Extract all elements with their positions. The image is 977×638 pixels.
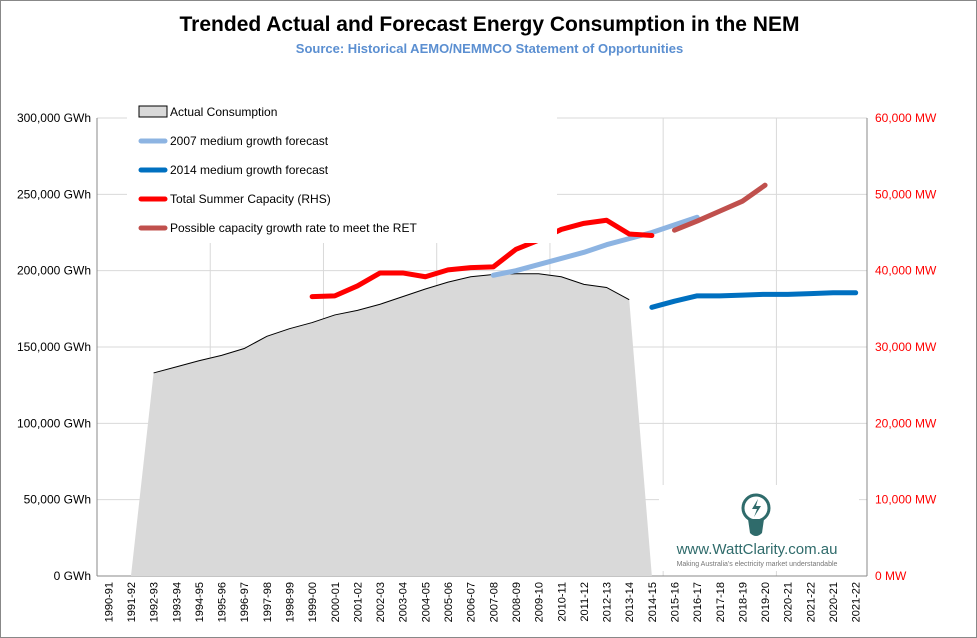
y-right-tick-label: 10,000 MW [875,493,937,507]
legend-label: Actual Consumption [170,105,277,119]
x-tick-label: 2005-06 [443,582,455,622]
y-right-tick-label: 20,000 MW [875,416,937,430]
legend-swatch [138,105,168,118]
x-tick-label: 2003-04 [398,582,410,622]
x-tick-label: 1992-93 [149,582,161,622]
x-tick-label: 2009-10 [534,582,546,622]
legend-label: 2007 medium growth forecast [170,134,329,148]
x-tick-label: 2013-14 [624,582,636,622]
series-area-actual-consumption [108,273,652,576]
y-right-tick-label: 50,000 MW [875,187,937,201]
x-tick-label: 1996-97 [239,582,251,622]
y-left-tick-label: 200,000 GWh [17,264,91,278]
x-tick-label: 2011-12 [579,582,591,622]
chart-subtitle: Source: Historical AEMO/NEMMCO Statement… [295,41,684,56]
legend-background [127,103,557,243]
x-tick-label: 2001-02 [352,582,364,622]
logo-text: www.WattClarity.com.au [676,541,838,558]
x-tick-label: 2018-19 [737,582,749,622]
x-tick-label: 2021-22 [805,582,817,622]
y-left-tick-label: 300,000 GWh [17,111,91,125]
logo-tagline: Making Australia's electricity market un… [677,561,838,568]
x-tick-label: 2000-01 [330,582,342,622]
series-line-1 [490,214,700,278]
x-tick-label: 2007-08 [488,582,500,622]
x-tick-label: 2008-09 [511,582,523,622]
x-tick-label: 1991-92 [126,582,138,622]
x-tick-label: 2019-20 [760,582,772,622]
chart-title: Trended Actual and Forecast Energy Consu… [179,13,800,36]
x-tick-label: 2017-18 [715,582,727,622]
y-right-tick-label: 60,000 MW [875,111,937,125]
x-tick-label: 2006-07 [466,582,478,622]
x-tick-label: 1990-91 [103,582,115,622]
x-tick-label: 1993-94 [171,582,183,622]
x-tick-label: 2004-05 [420,582,432,622]
y-left-tick-label: 50,000 GWh [24,493,91,507]
x-tick-label: 1994-95 [194,582,206,622]
legend-label: 2014 medium growth forecast [170,163,329,177]
x-tick-label: 1997-98 [262,582,274,622]
y-left-tick-label: 0 GWh [54,569,91,583]
x-tick-label: 1995-96 [217,582,229,622]
y-right-tick-label: 40,000 MW [875,264,937,278]
y-right-tick-label: 30,000 MW [875,340,937,354]
x-tick-label: 2002-03 [375,582,387,622]
series-line-4 [672,182,768,233]
legend-label: Total Summer Capacity (RHS) [170,192,331,206]
series-line-2 [649,290,859,310]
x-tick-label: 2020-21 [783,582,795,622]
x-tick-label: 1999-00 [307,582,319,622]
x-tick-label: 2015-16 [670,582,682,622]
y-left-tick-label: 250,000 GWh [17,187,91,201]
series-outline-actual-consumption [153,273,630,374]
x-tick-label: 2016-17 [692,582,704,622]
x-tick-label: 2020-21 [828,582,840,622]
x-tick-label: 2014-15 [647,582,659,622]
lightbulb-base-icon [748,519,764,536]
y-right-tick-label: 0 MW [875,569,907,583]
series-line-3 [309,217,655,300]
x-tick-label: 2012-13 [602,582,614,622]
lightning-icon [752,499,761,517]
y-left-tick-label: 150,000 GWh [17,340,91,354]
legend-label: Possible capacity growth rate to meet th… [170,221,417,235]
x-tick-label: 2010-11 [556,582,568,622]
x-tick-label: 2021-22 [851,582,863,622]
x-tick-label: 1998-99 [285,582,297,622]
y-left-tick-label: 100,000 GWh [17,416,91,430]
